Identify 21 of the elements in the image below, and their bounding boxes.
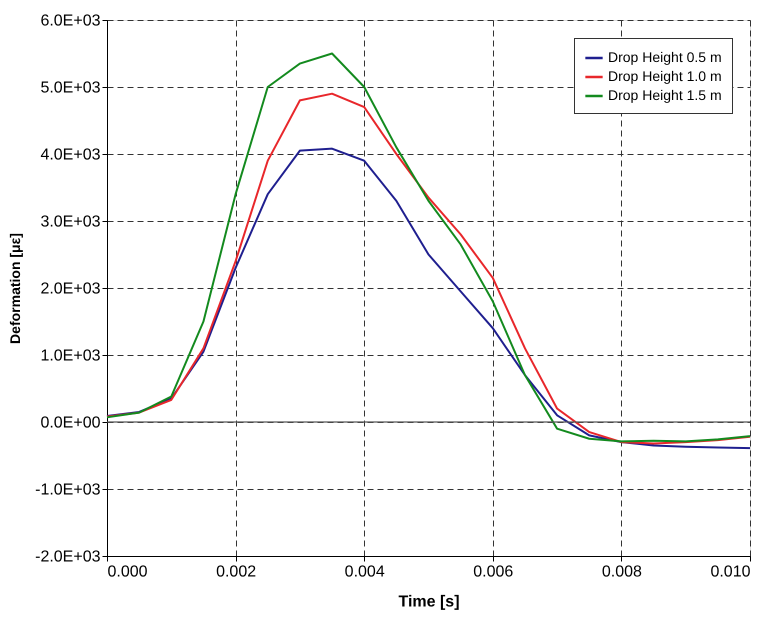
x-tick-label: 0.004 [344, 564, 385, 580]
legend-label: Drop Height 1.5 m [608, 87, 722, 103]
x-tick-label: 0.008 [602, 564, 642, 580]
line-series [106, 148, 751, 450]
y-tick-label: -2.0E+03 [35, 548, 101, 566]
x-axis-title: Time [s] [398, 594, 460, 610]
x-tick-label: 0.002 [216, 564, 256, 580]
y-tick-label: 4.0E+03 [40, 146, 101, 164]
x-tick-label: 0.010 [710, 564, 751, 580]
y-tick-label: 5.0E+03 [40, 80, 101, 96]
legend-label: Drop Height 0.5 m [608, 49, 722, 65]
legend-label: Drop Height 1.0 m [608, 68, 722, 84]
y-tick-label: 6.0E+03 [40, 12, 101, 30]
x-tick-label: 0.006 [473, 564, 514, 580]
y-tick-label: 1.0E+03 [40, 348, 101, 364]
y-tick-label: -1.0E+03 [35, 482, 101, 498]
y-tick-label: 3.0E+03 [40, 214, 101, 230]
y-axis-title: Deformation [με] [7, 233, 24, 344]
y-tick-label: 0.0E+00 [40, 414, 101, 432]
x-tick-label: 0.000 [108, 564, 148, 580]
y-tick-label: 2.0E+03 [40, 280, 101, 298]
